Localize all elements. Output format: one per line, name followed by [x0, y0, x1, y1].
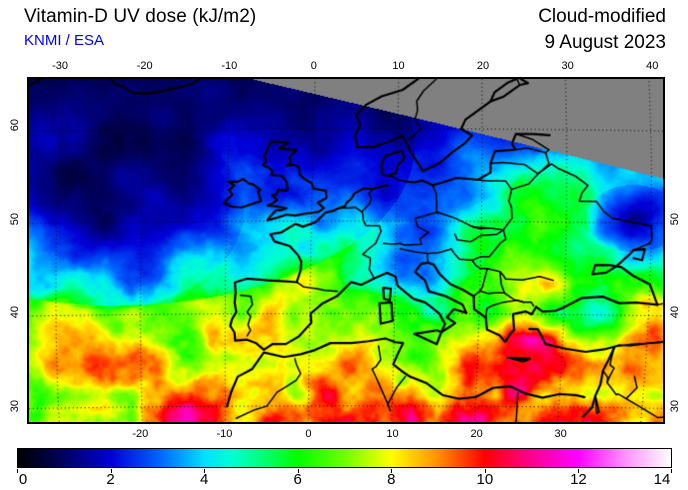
y-tick-left: 60 [9, 119, 21, 132]
y-tick-left: 50 [9, 212, 21, 225]
colorbar-tick [110, 469, 112, 473]
x-axis-bottom-ticks: -20 -10 0 10 20 30 [27, 426, 665, 444]
x-tick-bottom: 20 [470, 428, 483, 440]
colorbar-tick [484, 469, 486, 473]
x-axis-top-ticks: -30 -20 -10 0 10 20 30 40 [27, 58, 665, 74]
colorbar-tick [297, 469, 299, 473]
map-frame [27, 77, 665, 424]
x-tick-bottom: 0 [305, 428, 312, 440]
y-tick-right: 50 [669, 212, 681, 226]
date-label: 9 August 2023 [544, 32, 667, 53]
colorbar-tick [204, 469, 206, 473]
colorbar-tick-label: 2 [106, 471, 115, 488]
colorbar-tick [671, 469, 672, 473]
colorbar-gradient [17, 448, 672, 468]
x-tick-bottom: -10 [216, 428, 233, 440]
x-tick-top: -20 [136, 60, 153, 72]
product-mode-label: Cloud-modified [538, 6, 666, 27]
x-tick-top: -10 [221, 60, 238, 72]
y-axis-right-ticks: 50 40 30 [666, 77, 686, 424]
colorbar-tick-label: 6 [293, 471, 302, 488]
colorbar-tick-labels: 0 2 4 6 8 10 12 14 [17, 469, 672, 488]
y-axis-left-ticks: 60 50 40 30 [8, 77, 26, 424]
y-tick-right: 40 [669, 306, 681, 319]
colorbar-tick-label: 10 [476, 471, 494, 488]
x-tick-bottom: -20 [132, 428, 149, 440]
colorbar-tick-label: 14 [653, 471, 671, 488]
colorbar-tick-label: 12 [570, 471, 587, 488]
colorbar-tick [17, 469, 18, 473]
x-tick-top: 40 [646, 60, 659, 72]
credit-label: KNMI / ESA [24, 32, 105, 49]
page-title: Vitamin-D UV dose (kJ/m2) [24, 6, 257, 27]
y-tick-left: 30 [9, 399, 21, 412]
colorbar-tick [578, 469, 580, 473]
x-tick-bottom: 10 [386, 428, 399, 440]
x-tick-bottom: 30 [554, 428, 567, 440]
x-tick-top: -30 [52, 60, 69, 72]
x-tick-top: 20 [476, 60, 490, 72]
map-plot-area [27, 77, 665, 424]
uv-dose-heatmap [29, 79, 663, 422]
colorbar-tick-label: 4 [199, 471, 209, 488]
colorbar-tick-label: 8 [387, 471, 396, 488]
y-tick-right: 30 [669, 399, 681, 413]
x-tick-top: 30 [561, 60, 574, 72]
x-tick-top: 0 [310, 60, 317, 72]
y-tick-left: 40 [9, 306, 21, 319]
colorbar-tick-label: 0 [18, 471, 28, 488]
colorbar-tick [391, 469, 393, 473]
colorbar: 0 2 4 6 8 10 12 14 [17, 448, 672, 488]
chart-header: Vitamin-D UV dose (kJ/m2) KNMI / ESA Clo… [0, 0, 688, 62]
x-tick-top: 10 [392, 60, 405, 72]
